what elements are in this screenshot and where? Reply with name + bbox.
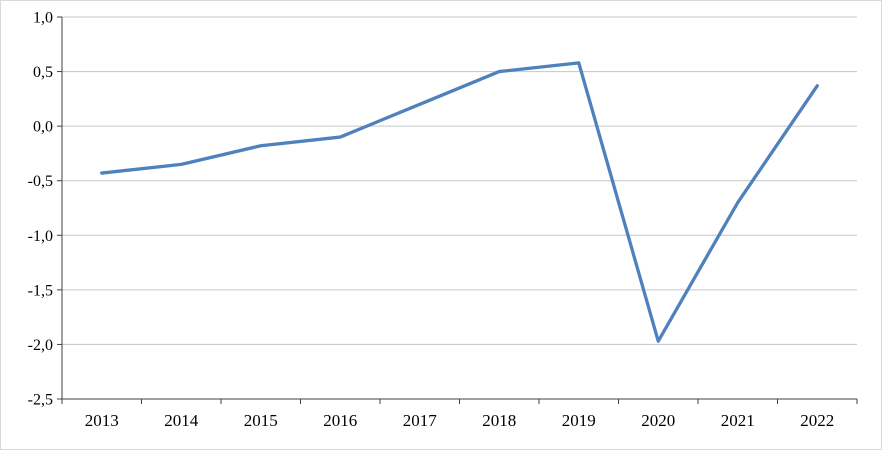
x-tick-label: 2018 xyxy=(482,411,516,430)
x-tick-label: 2020 xyxy=(641,411,675,430)
y-tick-label: 0,0 xyxy=(33,119,53,136)
y-tick-label: -2,5 xyxy=(28,392,53,409)
x-tick-label: 2022 xyxy=(800,411,834,430)
x-tick-label: 2015 xyxy=(244,411,278,430)
x-tick-label: 2019 xyxy=(562,411,596,430)
x-tick-label: 2014 xyxy=(164,411,199,430)
x-tick-label: 2021 xyxy=(721,411,755,430)
series-line xyxy=(100,61,819,343)
x-tick-label: 2013 xyxy=(85,411,119,430)
x-tick-label: 2017 xyxy=(403,411,438,430)
y-tick-label: 1,0 xyxy=(33,10,53,27)
y-tick-label: -1,5 xyxy=(28,282,53,299)
y-tick-label: -2,0 xyxy=(28,337,53,354)
x-tick-label: 2016 xyxy=(323,411,357,430)
y-tick-label: -1,0 xyxy=(28,228,53,245)
y-tick-label: 0,5 xyxy=(33,64,53,81)
y-tick-label: -0,5 xyxy=(28,173,53,190)
